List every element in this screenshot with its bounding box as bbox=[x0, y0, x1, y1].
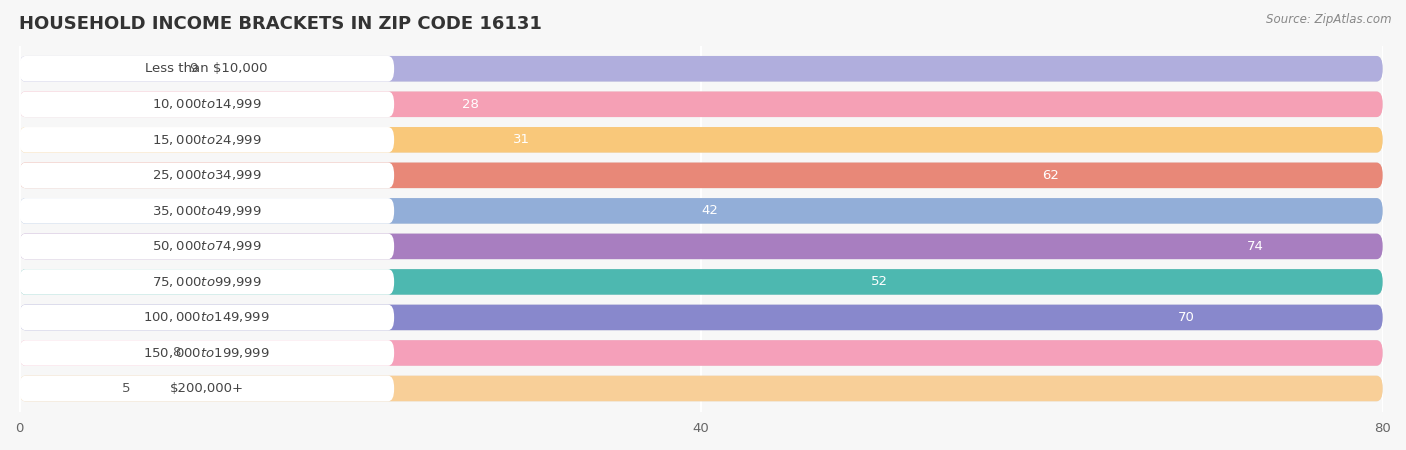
FancyBboxPatch shape bbox=[20, 162, 1382, 188]
Text: $150,000 to $199,999: $150,000 to $199,999 bbox=[143, 346, 270, 360]
FancyBboxPatch shape bbox=[20, 269, 1382, 295]
Text: $200,000+: $200,000+ bbox=[170, 382, 243, 395]
Text: HOUSEHOLD INCOME BRACKETS IN ZIP CODE 16131: HOUSEHOLD INCOME BRACKETS IN ZIP CODE 16… bbox=[20, 15, 543, 33]
FancyBboxPatch shape bbox=[20, 56, 1382, 81]
FancyBboxPatch shape bbox=[20, 234, 1382, 259]
FancyBboxPatch shape bbox=[20, 91, 1382, 117]
Text: $100,000 to $149,999: $100,000 to $149,999 bbox=[143, 310, 270, 324]
Text: 5: 5 bbox=[121, 382, 129, 395]
Text: 62: 62 bbox=[1042, 169, 1059, 182]
Text: $15,000 to $24,999: $15,000 to $24,999 bbox=[152, 133, 262, 147]
FancyBboxPatch shape bbox=[20, 305, 1382, 330]
Text: 8: 8 bbox=[173, 346, 181, 360]
FancyBboxPatch shape bbox=[20, 91, 1382, 117]
FancyBboxPatch shape bbox=[20, 269, 394, 295]
FancyBboxPatch shape bbox=[20, 340, 1382, 366]
FancyBboxPatch shape bbox=[20, 234, 394, 259]
FancyBboxPatch shape bbox=[20, 91, 394, 117]
FancyBboxPatch shape bbox=[20, 376, 1382, 401]
Text: 52: 52 bbox=[872, 275, 889, 288]
FancyBboxPatch shape bbox=[20, 198, 1382, 224]
Text: $10,000 to $14,999: $10,000 to $14,999 bbox=[152, 97, 262, 111]
FancyBboxPatch shape bbox=[20, 340, 394, 366]
Text: 42: 42 bbox=[702, 204, 718, 217]
FancyBboxPatch shape bbox=[20, 376, 394, 401]
FancyBboxPatch shape bbox=[20, 56, 394, 81]
Text: 70: 70 bbox=[1178, 311, 1195, 324]
Text: Source: ZipAtlas.com: Source: ZipAtlas.com bbox=[1267, 14, 1392, 27]
FancyBboxPatch shape bbox=[20, 234, 1382, 259]
FancyBboxPatch shape bbox=[20, 198, 1382, 224]
FancyBboxPatch shape bbox=[20, 162, 394, 188]
FancyBboxPatch shape bbox=[20, 376, 1382, 401]
Text: $25,000 to $34,999: $25,000 to $34,999 bbox=[152, 168, 262, 182]
FancyBboxPatch shape bbox=[20, 305, 1382, 330]
Text: Less than $10,000: Less than $10,000 bbox=[145, 62, 269, 75]
FancyBboxPatch shape bbox=[20, 269, 1382, 295]
Text: 74: 74 bbox=[1247, 240, 1264, 253]
FancyBboxPatch shape bbox=[20, 198, 394, 224]
FancyBboxPatch shape bbox=[20, 340, 1382, 366]
Text: $35,000 to $49,999: $35,000 to $49,999 bbox=[152, 204, 262, 218]
Text: 31: 31 bbox=[513, 133, 530, 146]
FancyBboxPatch shape bbox=[20, 127, 1382, 153]
FancyBboxPatch shape bbox=[20, 127, 394, 153]
Text: 9: 9 bbox=[190, 62, 198, 75]
Text: 28: 28 bbox=[463, 98, 479, 111]
Text: $75,000 to $99,999: $75,000 to $99,999 bbox=[152, 275, 262, 289]
FancyBboxPatch shape bbox=[20, 162, 1382, 188]
FancyBboxPatch shape bbox=[20, 305, 394, 330]
FancyBboxPatch shape bbox=[20, 127, 1382, 153]
Text: $50,000 to $74,999: $50,000 to $74,999 bbox=[152, 239, 262, 253]
FancyBboxPatch shape bbox=[20, 56, 1382, 81]
